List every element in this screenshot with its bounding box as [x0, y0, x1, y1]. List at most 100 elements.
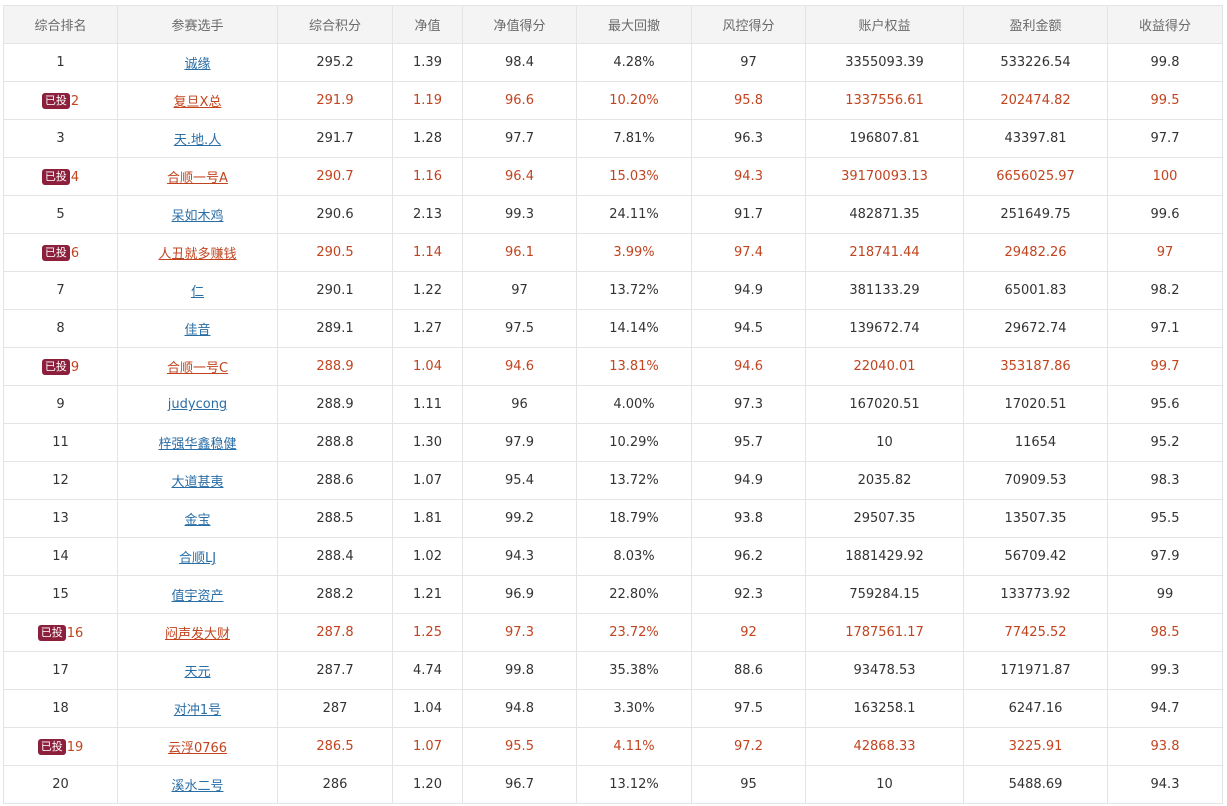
column-header-score[interactable]: 综合积分 [277, 5, 393, 44]
table-row: 已投 4 合顺一号A 290.7 1.16 96.4 15.03% 94.3 39170093.… [3, 157, 1223, 196]
player-link[interactable]: 佳音 [184, 323, 211, 338]
return-score-cell: 99.5 [1107, 81, 1223, 120]
return-score-cell: 93.8 [1107, 727, 1223, 766]
player-link[interactable]: 仁 [190, 285, 204, 300]
risk-score-cell: 88.6 [691, 651, 806, 690]
risk-score-cell: 94.9 [691, 461, 806, 500]
player-cell: 梓强华鑫稳健 [117, 423, 278, 462]
column-header-risk-score[interactable]: 风控得分 [691, 5, 806, 44]
rank-value: 12 [52, 473, 69, 488]
rank-cell: 9 [3, 385, 118, 424]
table-row: 8 佳音 289.1 1.27 97.5 14.14% 94.5 139672.74 29672… [3, 309, 1223, 348]
score-cell: 290.6 [277, 195, 393, 234]
nav-cell: 4.74 [392, 651, 463, 690]
column-header-equity[interactable]: 账户权益 [805, 5, 964, 44]
player-link[interactable]: 人丑就多赚钱 [158, 247, 237, 262]
rank-value: 9 [56, 397, 65, 412]
player-cell: 对冲1号 [117, 689, 278, 728]
score-cell: 287.7 [277, 651, 393, 690]
equity-cell: 22040.01 [805, 347, 964, 386]
table-row: 已投 9 合顺一号C 288.9 1.04 94.6 13.81% 94.6 22040.01 3… [3, 347, 1223, 386]
player-link[interactable]: 呆如木鸡 [171, 209, 224, 224]
rank-cell: 17 [3, 651, 118, 690]
column-header-nav-score[interactable]: 净值得分 [462, 5, 577, 44]
equity-cell: 29507.35 [805, 499, 964, 538]
player-link[interactable]: 梓强华鑫稳健 [158, 437, 237, 452]
player-link[interactable]: 天.地.人 [173, 133, 222, 148]
table-row: 已投 6 人丑就多赚钱 290.5 1.14 96.1 3.99% 97.4 218741.44… [3, 233, 1223, 272]
profit-cell: 77425.52 [963, 613, 1108, 652]
rank-cell: 18 [3, 689, 118, 728]
rank-value: 5 [56, 207, 65, 222]
player-link[interactable]: 金宝 [184, 513, 211, 528]
rank-cell: 20 [3, 765, 118, 804]
max-drawdown-cell: 14.14% [576, 309, 692, 348]
equity-cell: 10 [805, 423, 964, 462]
column-header-return-score[interactable]: 收益得分 [1107, 5, 1223, 44]
player-link[interactable]: 闷声发大财 [164, 627, 230, 642]
player-link[interactable]: 合顺一号A [167, 171, 228, 186]
return-score-cell: 94.3 [1107, 765, 1223, 804]
max-drawdown-cell: 10.29% [576, 423, 692, 462]
profit-cell: 56709.42 [963, 537, 1108, 576]
risk-score-cell: 93.8 [691, 499, 806, 538]
score-cell: 286 [277, 765, 393, 804]
rank-value: 14 [52, 549, 69, 564]
player-cell: 值宇资产 [117, 575, 278, 614]
player-link[interactable]: 诚缘 [184, 57, 211, 72]
player-link[interactable]: 复旦X总 [173, 95, 222, 110]
player-link[interactable]: judycong [167, 397, 228, 412]
invested-badge: 已投 [41, 244, 70, 261]
column-header-nav[interactable]: 净值 [392, 5, 463, 44]
score-cell: 287 [277, 689, 393, 728]
score-cell: 291.7 [277, 119, 393, 158]
table-row: 3 天.地.人 291.7 1.28 97.7 7.81% 96.3 196807.81 433… [3, 119, 1223, 158]
player-cell: 佳音 [117, 309, 278, 348]
player-link[interactable]: 溪水二号 [171, 779, 224, 794]
table-row: 1 诚缘 295.2 1.39 98.4 4.28% 97 3355093.39 533226.… [3, 43, 1223, 82]
nav-cell: 2.13 [392, 195, 463, 234]
risk-score-cell: 97.5 [691, 689, 806, 728]
player-link[interactable]: 天元 [184, 665, 211, 680]
player-link[interactable]: 合顺LJ [178, 551, 217, 566]
return-score-cell: 95.6 [1107, 385, 1223, 424]
table-row: 14 合顺LJ 288.4 1.02 94.3 8.03% 96.2 1881429.92 56… [3, 537, 1223, 576]
return-score-cell: 98.3 [1107, 461, 1223, 500]
column-header-rank[interactable]: 综合排名 [3, 5, 118, 44]
player-link[interactable]: 值宇资产 [171, 589, 224, 604]
nav-score-cell: 98.4 [462, 43, 577, 82]
nav-score-cell: 95.4 [462, 461, 577, 500]
equity-cell: 1337556.61 [805, 81, 964, 120]
profit-cell: 70909.53 [963, 461, 1108, 500]
rank-value: 20 [52, 777, 69, 792]
nav-cell: 1.81 [392, 499, 463, 538]
table-header: 综合排名 参赛选手 综合积分 净值 净值得分 最大回撤 风控得分 账户权益 盈利… [3, 5, 1223, 44]
max-drawdown-cell: 13.81% [576, 347, 692, 386]
equity-cell: 2035.82 [805, 461, 964, 500]
risk-score-cell: 94.5 [691, 309, 806, 348]
profit-cell: 171971.87 [963, 651, 1108, 690]
column-header-max-drawdown[interactable]: 最大回撤 [576, 5, 692, 44]
player-link[interactable]: 大道甚夷 [171, 475, 224, 490]
rank-cell: 13 [3, 499, 118, 538]
rank-cell: 已投 4 [3, 157, 118, 196]
profit-cell: 202474.82 [963, 81, 1108, 120]
player-link[interactable]: 对冲1号 [173, 703, 222, 718]
column-header-player[interactable]: 参赛选手 [117, 5, 278, 44]
equity-cell: 381133.29 [805, 271, 964, 310]
table-body: 1 诚缘 295.2 1.39 98.4 4.28% 97 3355093.39 533226.… [3, 43, 1223, 804]
max-drawdown-cell: 8.03% [576, 537, 692, 576]
player-cell: 天.地.人 [117, 119, 278, 158]
player-link[interactable]: 合顺一号C [166, 361, 229, 376]
player-link[interactable]: 云浮0766 [167, 741, 228, 756]
risk-score-cell: 97.2 [691, 727, 806, 766]
risk-score-cell: 96.2 [691, 537, 806, 576]
column-header-profit[interactable]: 盈利金额 [963, 5, 1108, 44]
nav-cell: 1.16 [392, 157, 463, 196]
table-row: 7 仁 290.1 1.22 97 13.72% 94.9 381133.29 65001.83… [3, 271, 1223, 310]
rank-cell: 15 [3, 575, 118, 614]
risk-score-cell: 95.8 [691, 81, 806, 120]
profit-cell: 6656025.97 [963, 157, 1108, 196]
profit-cell: 17020.51 [963, 385, 1108, 424]
equity-cell: 93478.53 [805, 651, 964, 690]
